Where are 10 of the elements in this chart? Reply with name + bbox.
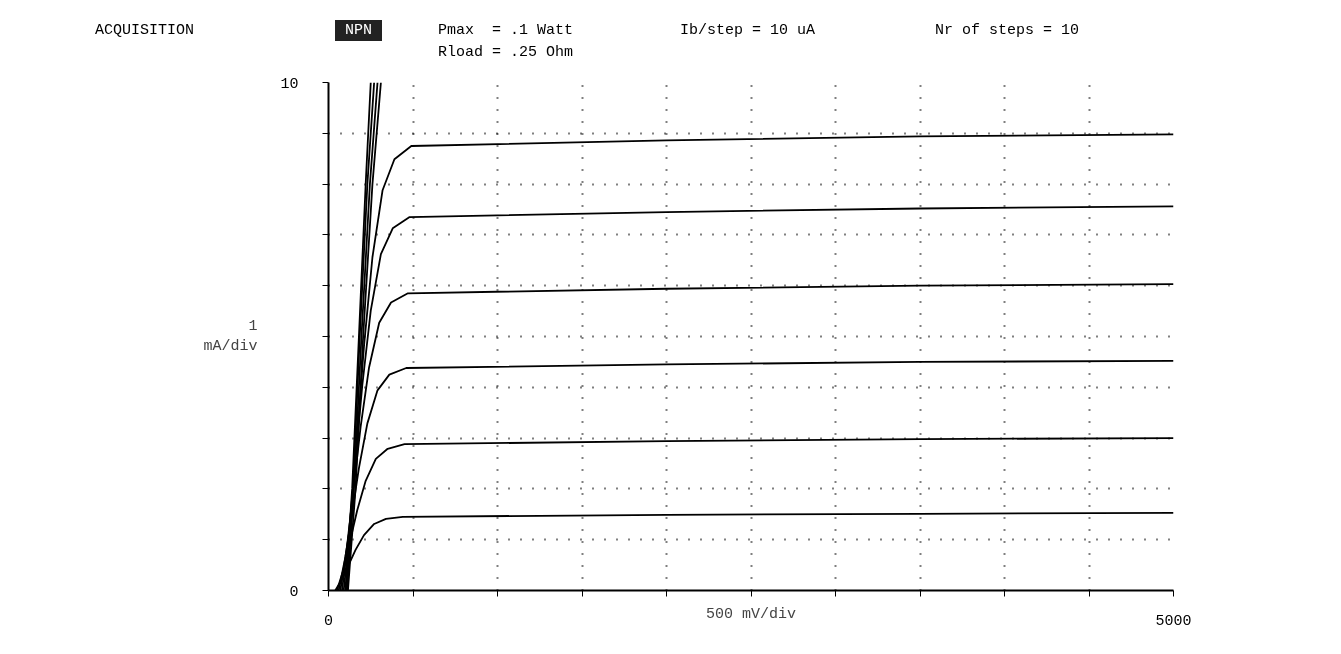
y-tick-label: 10 <box>280 75 299 93</box>
y-axis-title: 1 mA/div <box>203 317 258 356</box>
x-axis-title: 500 mV/div <box>705 605 797 623</box>
text: NPN <box>335 20 383 42</box>
text: Rload = .25 Ohm <box>438 43 574 63</box>
text: Nr of steps = 10 <box>935 21 1080 41</box>
x-tick-label: 5000 <box>1155 612 1192 630</box>
text: ACQUISITION <box>95 21 195 41</box>
text: Pmax = .1 Watt <box>438 21 574 41</box>
text: Ib/step = 10 uA <box>680 21 816 41</box>
